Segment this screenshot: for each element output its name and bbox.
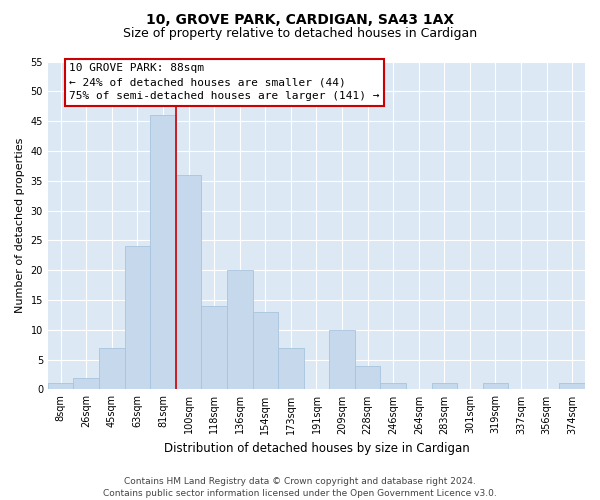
Text: 10, GROVE PARK, CARDIGAN, SA43 1AX: 10, GROVE PARK, CARDIGAN, SA43 1AX bbox=[146, 12, 454, 26]
Text: Contains HM Land Registry data © Crown copyright and database right 2024.
Contai: Contains HM Land Registry data © Crown c… bbox=[103, 476, 497, 498]
Bar bbox=[125, 246, 150, 390]
Bar bbox=[559, 384, 585, 390]
X-axis label: Distribution of detached houses by size in Cardigan: Distribution of detached houses by size … bbox=[164, 442, 469, 455]
Bar bbox=[227, 270, 253, 390]
Bar bbox=[150, 115, 176, 390]
Bar bbox=[202, 306, 227, 390]
Bar bbox=[253, 312, 278, 390]
Text: Size of property relative to detached houses in Cardigan: Size of property relative to detached ho… bbox=[123, 28, 477, 40]
Bar bbox=[329, 330, 355, 390]
Bar bbox=[482, 384, 508, 390]
Bar bbox=[278, 348, 304, 390]
Bar bbox=[48, 384, 73, 390]
Bar bbox=[99, 348, 125, 390]
Bar bbox=[380, 384, 406, 390]
Text: 10 GROVE PARK: 88sqm
← 24% of detached houses are smaller (44)
75% of semi-detac: 10 GROVE PARK: 88sqm ← 24% of detached h… bbox=[70, 63, 380, 101]
Bar bbox=[355, 366, 380, 390]
Bar bbox=[431, 384, 457, 390]
Bar bbox=[176, 175, 202, 390]
Bar bbox=[73, 378, 99, 390]
Y-axis label: Number of detached properties: Number of detached properties bbox=[15, 138, 25, 313]
